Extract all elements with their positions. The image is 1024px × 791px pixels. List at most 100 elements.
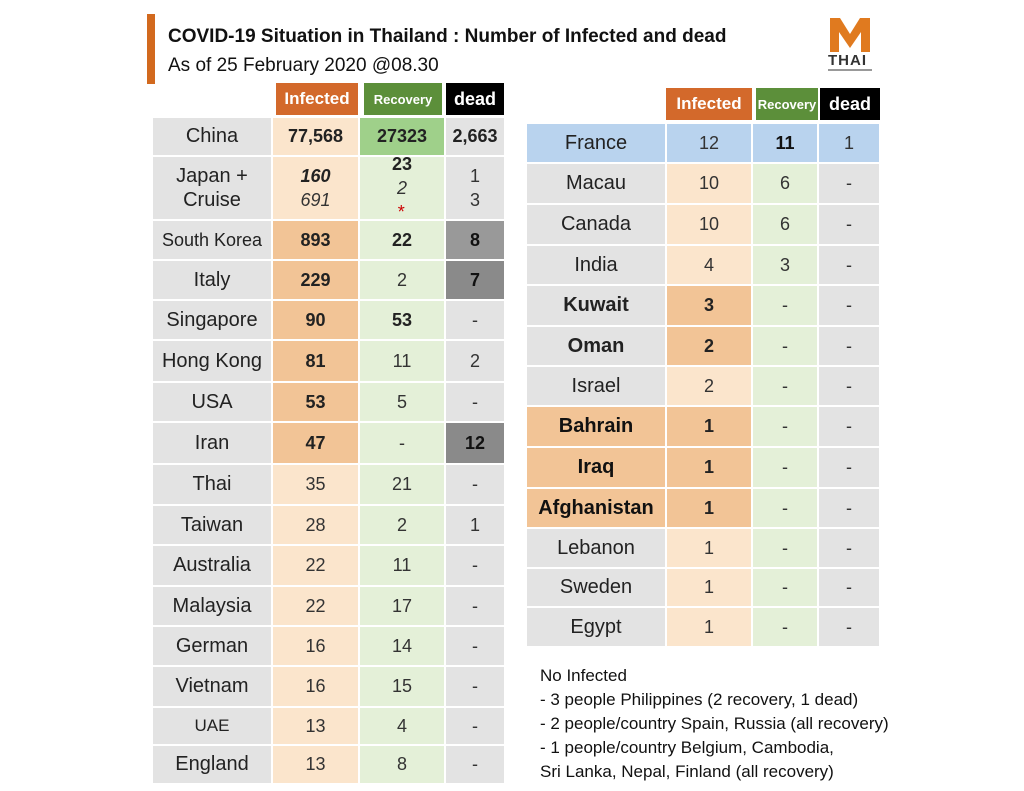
notes-line: Sri Lanka, Nepal, Finland (all recovery): [540, 762, 834, 781]
recovery-cell: 21: [360, 465, 446, 506]
infected-cell: 53: [273, 383, 360, 423]
recovery-cell: 14: [360, 627, 446, 667]
country-cell: USA: [153, 383, 273, 423]
country-cell: German: [153, 627, 273, 667]
left-header-dead: dead: [446, 83, 504, 115]
table-row: Hong Kong 81 11 2: [153, 341, 506, 383]
dead-line-1: 1: [469, 166, 480, 186]
country-cell: Thai: [153, 465, 273, 506]
left-table: China 77,568 27323 2,663 Japan + Cruise …: [153, 118, 506, 785]
dead-cell: 7: [446, 261, 506, 301]
recovery-cell: 2: [360, 261, 446, 301]
dead-cell: -: [446, 383, 506, 423]
infected-line-1: 160: [300, 166, 331, 186]
dead-cell: -: [819, 608, 881, 648]
recovery-cell: -: [753, 489, 819, 529]
recovery-line-2-value: 2: [396, 178, 407, 198]
infected-cell: 16: [273, 667, 360, 708]
dead-cell: -: [819, 448, 881, 489]
table-row: Israel 2 - -: [527, 367, 881, 407]
recovery-cell: -: [753, 569, 819, 608]
country-cell: Iran: [153, 423, 273, 465]
infected-cell: 1: [667, 608, 753, 648]
recovery-line-2: 2 *: [397, 176, 407, 224]
dead-cell: -: [819, 286, 881, 327]
dead-cell: -: [446, 667, 506, 708]
infected-cell: 3: [667, 286, 753, 327]
country-cell: Japan + Cruise: [153, 157, 273, 221]
country-cell: South Korea: [153, 221, 273, 261]
notes-line: - 1 people/country Belgium, Cambodia,: [540, 738, 834, 757]
infected-cell: 10: [667, 205, 753, 246]
infected-cell: 1: [667, 569, 753, 608]
dead-cell: 1: [819, 124, 881, 164]
table-row: China 77,568 27323 2,663: [153, 118, 506, 157]
notes-block: No Infected - 3 people Philippines (2 re…: [540, 664, 889, 784]
infected-cell: 47: [273, 423, 360, 465]
infected-cell: 28: [273, 506, 360, 546]
dead-cell: -: [819, 569, 881, 608]
country-cell: Australia: [153, 546, 273, 587]
dead-cell: 1: [446, 506, 506, 546]
table-row: Macau 10 6 -: [527, 164, 881, 205]
recovery-cell: 2: [360, 506, 446, 546]
infected-cell: 893: [273, 221, 360, 261]
country-cell: Iraq: [527, 448, 667, 489]
dead-cell: -: [819, 367, 881, 407]
right-header-recovery: Recovery: [756, 88, 818, 120]
notes-line: - 2 people/country Spain, Russia (all re…: [540, 714, 889, 733]
table-row: Malaysia 22 17 -: [153, 587, 506, 627]
table-row: German 16 14 -: [153, 627, 506, 667]
infected-cell: 35: [273, 465, 360, 506]
recovery-cell: 17: [360, 587, 446, 627]
recovery-cell: -: [360, 423, 446, 465]
country-cell: UAE: [153, 708, 273, 746]
dead-cell: -: [446, 746, 506, 785]
infected-cell: 160 691: [273, 157, 360, 221]
recovery-line-1: 23: [391, 154, 413, 174]
table-row: Lebanon 1 - -: [527, 529, 881, 569]
country-cell: France: [527, 124, 667, 164]
table-row: France 12 11 1: [527, 124, 881, 164]
infected-cell: 1: [667, 448, 753, 489]
logo-text: THAI: [828, 52, 867, 69]
table-row: Oman 2 - -: [527, 327, 881, 367]
notes-line: - 3 people Philippines (2 recovery, 1 de…: [540, 690, 859, 709]
country-cell: Hong Kong: [153, 341, 273, 383]
dead-cell: -: [819, 529, 881, 569]
table-row: USA 53 5 -: [153, 383, 506, 423]
left-header-recovery: Recovery: [364, 83, 442, 115]
recovery-cell: 5: [360, 383, 446, 423]
infected-cell: 10: [667, 164, 753, 205]
recovery-cell: 11: [753, 124, 819, 164]
dead-cell: 2: [446, 341, 506, 383]
table-row: Kuwait 3 - -: [527, 286, 881, 327]
infected-cell: 2: [667, 327, 753, 367]
infected-line-2: 691: [300, 190, 331, 210]
recovery-cell: -: [753, 448, 819, 489]
notes-line: No Infected: [540, 666, 627, 685]
infected-cell: 81: [273, 341, 360, 383]
country-cell: Canada: [527, 205, 667, 246]
right-header-dead: dead: [820, 88, 880, 120]
infected-cell: 77,568: [273, 118, 360, 157]
footnote-mark: *: [396, 202, 404, 222]
page-title: COVID-19 Situation in Thailand : Number …: [168, 26, 727, 47]
recovery-cell: 27323: [360, 118, 446, 157]
table-row: Italy 229 2 7: [153, 261, 506, 301]
country-cell: Italy: [153, 261, 273, 301]
dead-cell: -: [446, 546, 506, 587]
recovery-cell: -: [753, 367, 819, 407]
country-cell: Bahrain: [527, 407, 667, 448]
logo-underline: [828, 69, 872, 71]
recovery-cell: 6: [753, 164, 819, 205]
table-row: South Korea 893 22 8: [153, 221, 506, 261]
recovery-cell: -: [753, 608, 819, 648]
country-cell: Malaysia: [153, 587, 273, 627]
infected-cell: 1: [667, 489, 753, 529]
recovery-cell: -: [753, 286, 819, 327]
country-cell: Lebanon: [527, 529, 667, 569]
table-row: Sweden 1 - -: [527, 569, 881, 608]
country-cell: Afghanistan: [527, 489, 667, 529]
recovery-cell: 3: [753, 246, 819, 286]
